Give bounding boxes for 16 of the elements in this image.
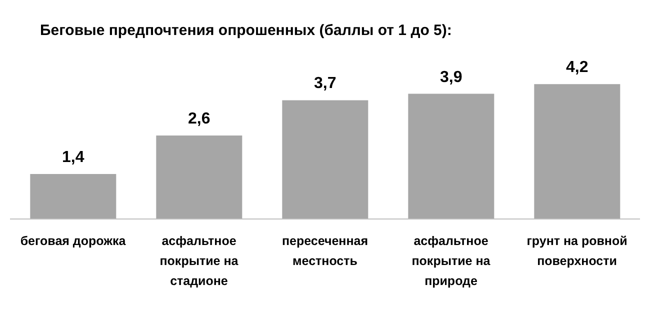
chart-title: Беговые предпочтения опрошенных (баллы от 1 до 5): xyxy=(40,22,452,39)
data-label: 3,9 xyxy=(440,68,462,86)
data-label: 2,6 xyxy=(188,110,210,128)
bar xyxy=(156,136,242,219)
bar xyxy=(282,100,368,219)
bar xyxy=(30,174,116,219)
x-tick-label: беговая дорожка xyxy=(20,234,127,248)
data-label: 4,2 xyxy=(566,59,588,76)
x-tick-label: грунт на ровной поверхности xyxy=(526,234,628,268)
bar xyxy=(408,94,494,219)
data-label: 3,7 xyxy=(314,75,336,92)
x-tick-label: асфальтное покрытие на стадионе xyxy=(160,234,240,288)
data-label: 1,4 xyxy=(62,149,84,166)
x-tick-label: асфальтное покрытие на природе xyxy=(412,234,492,288)
x-tick-label: пересеченная местность xyxy=(282,234,368,268)
bar xyxy=(534,84,620,219)
